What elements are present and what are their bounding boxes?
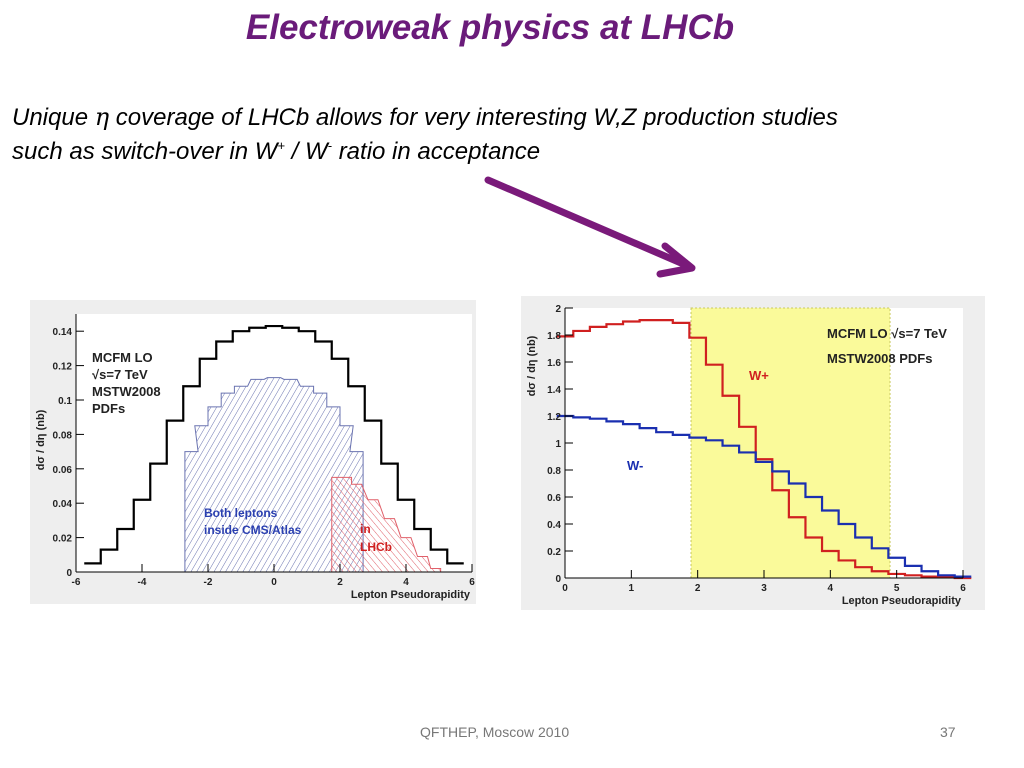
annotation-lhcb: in [360, 522, 371, 536]
arrow-shaft [484, 176, 692, 270]
x-axis-label: Lepton Pseudorapidity [351, 589, 471, 601]
y-tick-label: 0.6 [547, 493, 561, 504]
y-tick-label: 1.4 [547, 385, 561, 396]
slide-subtitle: Unique η coverage of LHCb allows for ver… [12, 100, 1012, 169]
y-tick-label: 0.14 [53, 327, 73, 338]
y-tick-label: 0.08 [53, 430, 73, 441]
y-tick-label: 0.02 [53, 534, 73, 545]
x-axis-label: Lepton Pseudorapidity [842, 595, 962, 607]
subtitle-line-2: such as switch-over in W+ / W- ratio in … [12, 135, 1012, 169]
lhcb-acceptance-area [331, 476, 442, 573]
eta-symbol: η [94, 103, 110, 131]
y-axis-label: dσ / dη (nb) [526, 335, 538, 396]
x-tick-label: 4 [828, 583, 834, 594]
subtitle-text: / W [291, 138, 328, 165]
y-tick-label: 0.1 [58, 396, 72, 407]
y-tick-label: 1.6 [547, 358, 561, 369]
x-tick-label: 2 [337, 577, 343, 588]
legend-line: PDFs [92, 401, 125, 416]
subtitle-line-1: Unique η coverage of LHCb allows for ver… [12, 100, 1012, 135]
y-tick-label: 0.4 [547, 520, 561, 531]
legend-line: MCFM LO √s=7 TeV [827, 326, 947, 341]
y-axis-label: dσ / dη (nb) [35, 409, 47, 470]
x-tick-label: -4 [138, 577, 147, 588]
y-tick-label: 0.2 [547, 547, 561, 558]
y-tick-label: 0 [555, 574, 561, 585]
y-tick-label: 0.04 [53, 499, 73, 510]
x-tick-label: 3 [761, 583, 767, 594]
x-tick-label: -2 [204, 577, 213, 588]
subtitle-text: Unique [12, 104, 89, 131]
w-minus-line [556, 414, 972, 578]
w-charge-asymmetry-chart: 0 0.2 0.4 0.6 0.8 1 1.2 1.4 1.6 1.8 2 0 1 2 3 4 5 6 dσ / … [521, 296, 985, 610]
series-label-w-plus: W+ [749, 368, 769, 383]
y-tick-label: 0.06 [53, 465, 73, 476]
x-tick-label: 4 [403, 577, 409, 588]
x-tick-label: 2 [695, 583, 701, 594]
minus-superscript: - [327, 138, 333, 153]
x-tick-label: 5 [894, 583, 900, 594]
y-tick-label: 1 [555, 439, 561, 450]
legend-line: MSTW2008 [92, 384, 161, 399]
footer-text: QFTHEP, Moscow 2010 [420, 724, 570, 740]
x-tick-label: 6 [469, 577, 475, 588]
pointer-arrow-icon [484, 176, 696, 278]
arrow-head [656, 242, 696, 278]
cms-atlas-acceptance-area [184, 377, 364, 573]
annotation-cms-atlas: inside CMS/Atlas [204, 523, 302, 537]
y-tick-label: 1.2 [547, 412, 561, 423]
series-label-w-minus: W- [627, 458, 643, 473]
legend-line: MCFM LO [92, 350, 153, 365]
legend-line: MSTW2008 PDFs [827, 351, 932, 366]
w-plus-line [556, 319, 972, 580]
x-tick-label: 6 [960, 583, 966, 594]
y-tick-label: 0 [66, 568, 72, 579]
subtitle-text: coverage of LHCb allows for very interes… [115, 104, 838, 131]
y-tick-label: 1.8 [547, 331, 561, 342]
annotation-cms-atlas: Both leptons [204, 506, 278, 520]
annotation-lhcb: LHCb [360, 540, 392, 554]
lhcb-acceptance-band [690, 307, 891, 579]
x-tick-label: 0 [271, 577, 277, 588]
slide-title: Electroweak physics at LHCb [245, 8, 735, 47]
x-tick-label: -6 [72, 577, 81, 588]
rapidity-distribution-chart: 0 0.02 0.04 0.06 0.08 0.1 0.12 0.14 -6 -4 -2 0 2 4 6 d… [30, 300, 476, 604]
legend-line: √s=7 TeV [92, 367, 148, 382]
y-tick-label: 0.8 [547, 466, 561, 477]
x-tick-label: 1 [629, 583, 635, 594]
x-tick-label: 0 [562, 583, 568, 594]
subtitle-text: such as switch-over in W [12, 138, 278, 165]
total-distribution-line [84, 324, 464, 565]
plus-superscript: + [277, 138, 285, 153]
page-number: 37 [940, 724, 956, 740]
subtitle-text: ratio in acceptance [338, 138, 541, 165]
y-tick-label: 2 [555, 304, 561, 315]
y-tick-label: 0.12 [53, 362, 73, 373]
